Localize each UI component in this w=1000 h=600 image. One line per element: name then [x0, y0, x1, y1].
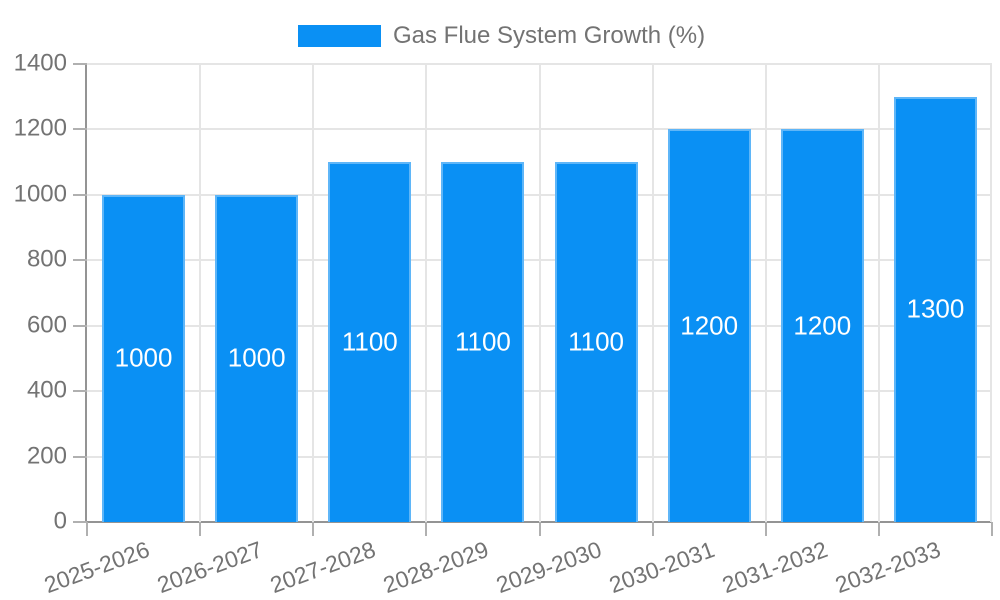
y-axis-label: 1200 — [13, 114, 67, 142]
bar-2032-2033 — [893, 96, 977, 522]
gridline-vertical — [199, 64, 202, 522]
y-axis-label: 200 — [26, 442, 67, 470]
x-axis-label: 2028-2029 — [379, 536, 492, 599]
y-axis-label: 400 — [26, 376, 67, 404]
bar-value-label: 1100 — [568, 326, 625, 357]
y-axis-tick — [73, 193, 87, 196]
y-axis-tick — [73, 390, 87, 393]
bar-value-label: 1000 — [227, 342, 286, 373]
x-axis-tick — [764, 522, 767, 536]
y-axis-label: 0 — [53, 507, 67, 535]
y-axis-tick — [73, 63, 87, 65]
legend[interactable]: Gas Flue System Growth (%) — [298, 22, 705, 50]
y-axis-tick — [73, 324, 87, 327]
y-axis-tick — [73, 521, 87, 523]
bar-2030-2031 — [667, 129, 751, 522]
gridline-vertical — [764, 64, 767, 522]
x-axis-tick — [425, 522, 428, 536]
bar-value-label: 1200 — [793, 310, 852, 341]
x-axis-tick — [651, 522, 654, 536]
gridline-vertical — [651, 64, 654, 522]
bar-value-label: 1100 — [341, 326, 398, 357]
x-axis-label: 2027-2028 — [266, 536, 379, 599]
bar-value-label: 1000 — [114, 342, 173, 373]
x-axis-label: 2030-2031 — [605, 536, 719, 599]
y-axis-label: 1000 — [13, 180, 67, 208]
bar-2029-2030 — [554, 162, 638, 522]
x-axis-tick — [538, 522, 541, 536]
x-axis-label: 2032-2033 — [832, 536, 945, 599]
bar-2027-2028 — [328, 162, 412, 522]
bar-2026-2027 — [215, 194, 299, 522]
bar-value-label: 1300 — [906, 293, 965, 324]
x-axis-label: 2025-2026 — [40, 536, 153, 599]
y-axis-tick — [73, 128, 87, 131]
x-axis-label: 2026-2027 — [153, 536, 266, 599]
bar-2025-2026 — [102, 194, 186, 522]
x-axis-tick — [199, 522, 202, 536]
x-axis-tick — [991, 522, 993, 536]
gridline-vertical — [312, 64, 315, 522]
y-axis-tick — [73, 259, 87, 262]
bar-value-label: 1200 — [680, 310, 739, 341]
gridline-vertical — [877, 64, 880, 522]
y-axis-tick — [73, 455, 87, 458]
x-axis-tick — [877, 522, 880, 536]
y-axis-line — [85, 64, 87, 522]
legend-swatch — [298, 25, 381, 47]
bar-2031-2032 — [780, 129, 864, 522]
y-axis-label: 600 — [26, 311, 67, 339]
x-axis-tick — [86, 522, 88, 536]
y-axis-label: 1400 — [13, 49, 67, 77]
bar-2028-2029 — [441, 162, 525, 522]
gridline-vertical — [990, 64, 992, 522]
x-axis-tick — [312, 522, 315, 536]
x-axis-label: 2031-2032 — [718, 536, 832, 599]
bar-value-label: 1100 — [454, 326, 511, 357]
y-axis-label: 800 — [26, 245, 67, 273]
gridline-vertical — [538, 64, 541, 522]
legend-label: Gas Flue System Growth (%) — [393, 22, 706, 49]
gridline-vertical — [425, 64, 428, 522]
x-axis-label: 2029-2030 — [492, 536, 605, 599]
plot-area: 1000 1000 1100 1100 1100 1200 1200 1300 — [87, 63, 992, 522]
